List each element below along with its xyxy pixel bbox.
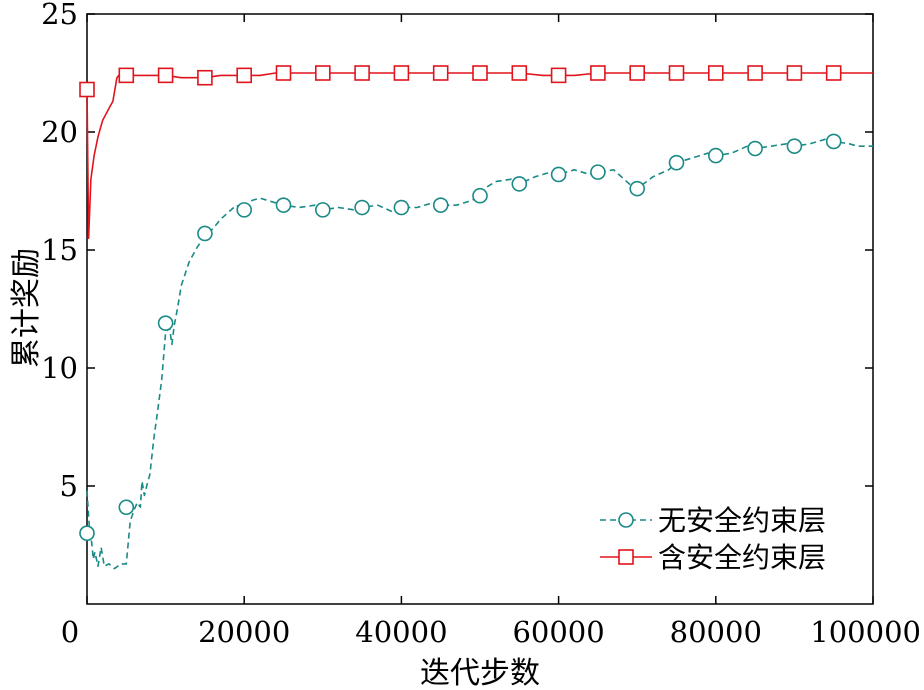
data-point-marker <box>236 67 252 84</box>
x-tick-label: 40000 <box>355 615 447 649</box>
data-point-marker <box>825 133 842 150</box>
data-point-marker <box>825 65 842 81</box>
data-point-marker <box>275 65 292 81</box>
x-tick-label: 0 <box>61 615 79 649</box>
y-tick-label: 10 <box>41 351 78 385</box>
legend-label-no-safety: 无安全约束层 <box>658 504 826 537</box>
y-tick-label: 25 <box>41 0 78 31</box>
data-point-marker <box>432 197 449 213</box>
data-point-marker <box>432 65 449 81</box>
data-point-marker <box>707 65 724 81</box>
data-point-marker <box>786 65 803 81</box>
data-point-marker <box>354 199 370 216</box>
data-point-marker <box>314 202 331 218</box>
series-line <box>86 72 873 239</box>
data-point-marker <box>197 69 213 86</box>
x-axis: 0 20000 40000 60000 80000 100000 <box>61 14 921 649</box>
y-tick-label: 5 <box>60 469 78 503</box>
data-point-marker <box>511 65 528 81</box>
series-layer <box>79 65 873 570</box>
data-point-marker <box>629 65 646 81</box>
series-no-safety <box>79 133 873 570</box>
x-axis-title: 迭代步数 <box>420 656 540 690</box>
legend: 无安全约束层 含安全约束层 <box>600 504 826 574</box>
data-point-marker <box>590 164 606 180</box>
data-point-marker <box>590 65 606 81</box>
data-point-marker <box>393 65 410 81</box>
data-point-marker <box>472 65 488 81</box>
data-point-marker <box>79 81 95 98</box>
y-tick-label: 15 <box>41 233 78 267</box>
data-point-marker <box>157 67 174 84</box>
plot-area-frame <box>86 13 874 605</box>
data-point-marker <box>550 166 567 183</box>
data-point-marker <box>157 315 174 331</box>
data-point-marker <box>118 499 135 516</box>
data-point-marker <box>668 65 685 81</box>
y-axis: 5 10 15 20 25 <box>41 0 873 503</box>
series-with-safety <box>79 65 873 239</box>
x-tick-label: 80000 <box>670 615 762 649</box>
data-point-marker <box>629 180 646 197</box>
data-point-marker <box>236 202 252 218</box>
data-point-marker <box>354 65 370 81</box>
x-tick-label: 60000 <box>512 615 604 649</box>
data-point-marker <box>197 225 213 242</box>
x-tick-label: 100000 <box>810 615 921 649</box>
y-tick-label: 20 <box>41 115 78 149</box>
data-point-marker <box>314 65 331 81</box>
data-point-marker <box>511 176 528 192</box>
legend-label-with-safety: 含安全约束层 <box>658 541 826 574</box>
data-point-marker <box>393 199 410 216</box>
data-point-marker <box>747 140 763 157</box>
legend-marker-no-safety <box>618 512 634 528</box>
data-point-marker <box>668 154 685 171</box>
data-point-marker <box>747 65 763 81</box>
x-tick-label: 20000 <box>198 615 290 649</box>
data-point-marker <box>550 67 567 84</box>
data-point-marker <box>707 147 724 164</box>
data-point-marker <box>79 525 95 542</box>
data-point-marker <box>786 138 803 154</box>
legend-marker-with-safety <box>618 549 634 565</box>
data-point-marker <box>472 187 488 204</box>
data-point-marker <box>118 67 135 84</box>
data-point-marker <box>275 197 292 213</box>
y-axis-title: 累计奖励 <box>9 248 44 368</box>
